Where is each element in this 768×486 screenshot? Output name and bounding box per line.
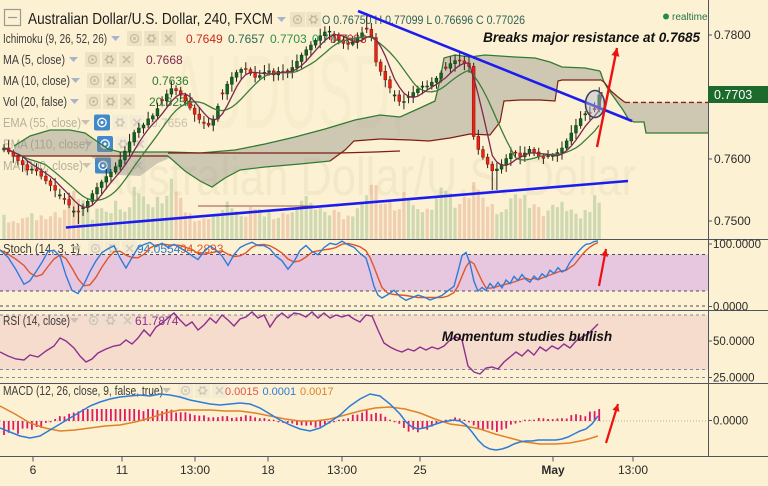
- svg-text:0.0000: 0.0000: [713, 416, 748, 428]
- svg-text:0.0001: 0.0001: [263, 386, 297, 398]
- svg-text:Vol (20, false): Vol (20, false): [3, 95, 67, 109]
- svg-text:AUDUSD,: AUDUSD,: [170, 34, 405, 151]
- svg-text:Stoch (14, 3, 1): Stoch (14, 3, 1): [3, 242, 80, 256]
- svg-text:18: 18: [261, 463, 275, 477]
- svg-text:13:00: 13:00: [618, 463, 648, 477]
- svg-text:6: 6: [30, 463, 37, 477]
- svg-text:0.7656: 0.7656: [151, 116, 188, 130]
- svg-text:0.0017: 0.0017: [300, 386, 334, 398]
- svg-text:0.7649: 0.7649: [186, 32, 223, 46]
- svg-text:O 0.76750 H 0.77099 L 0.76696: O 0.76750 H 0.77099 L 0.76696 C 0.77026: [322, 13, 525, 27]
- svg-text:0.0000: 0.0000: [713, 302, 748, 314]
- svg-text:25: 25: [413, 463, 427, 477]
- svg-text:0.7800: 0.7800: [714, 28, 751, 42]
- svg-text:0.7657: 0.7657: [228, 32, 265, 46]
- svg-text:Ichimoku (9, 26, 52, 26): Ichimoku (9, 26, 52, 26): [3, 32, 107, 46]
- svg-text:0.7636: 0.7636: [152, 74, 189, 88]
- svg-text:100.0000: 100.0000: [713, 239, 761, 251]
- svg-text:25.0000: 25.0000: [713, 373, 755, 385]
- svg-text:0.7600: 0.7600: [714, 152, 751, 166]
- svg-text:MA (10, close): MA (10, close): [3, 74, 70, 88]
- svg-text:realtime: realtime: [672, 12, 708, 23]
- svg-text:0.7668: 0.7668: [146, 53, 183, 67]
- svg-text:EMA (55, close): EMA (55, close): [3, 116, 81, 130]
- svg-text:13:00: 13:00: [327, 463, 357, 477]
- svg-text:MA (5, close): MA (5, close): [3, 53, 65, 67]
- svg-text:0.7703: 0.7703: [714, 88, 752, 102]
- svg-text:Breaks major resistance at 0.7: Breaks major resistance at 0.7685: [483, 30, 700, 45]
- svg-text:RSI (14, close): RSI (14, close): [3, 314, 70, 328]
- svg-text:13:00: 13:00: [180, 463, 210, 477]
- svg-text:Momentum studies bullish: Momentum studies bullish: [442, 329, 612, 344]
- svg-text:EMA (110, close): EMA (110, close): [3, 138, 89, 152]
- svg-text:MACD (12, 26, close, 9, false,: MACD (12, 26, close, 9, false, true): [3, 384, 163, 398]
- svg-text:Australian Dollar/U.S. Dollar,: Australian Dollar/U.S. Dollar, 240, FXCM: [28, 11, 273, 28]
- svg-text:50.0000: 50.0000: [713, 336, 755, 348]
- svg-text:0.0015: 0.0015: [225, 386, 259, 398]
- svg-text:0.7703: 0.7703: [270, 32, 307, 46]
- svg-text:0.7500: 0.7500: [714, 214, 751, 228]
- svg-text:May: May: [541, 463, 565, 477]
- svg-text:Australian Dollar/U.S. Dollar: Australian Dollar/U.S. Dollar: [95, 147, 636, 207]
- svg-text:11: 11: [116, 463, 129, 477]
